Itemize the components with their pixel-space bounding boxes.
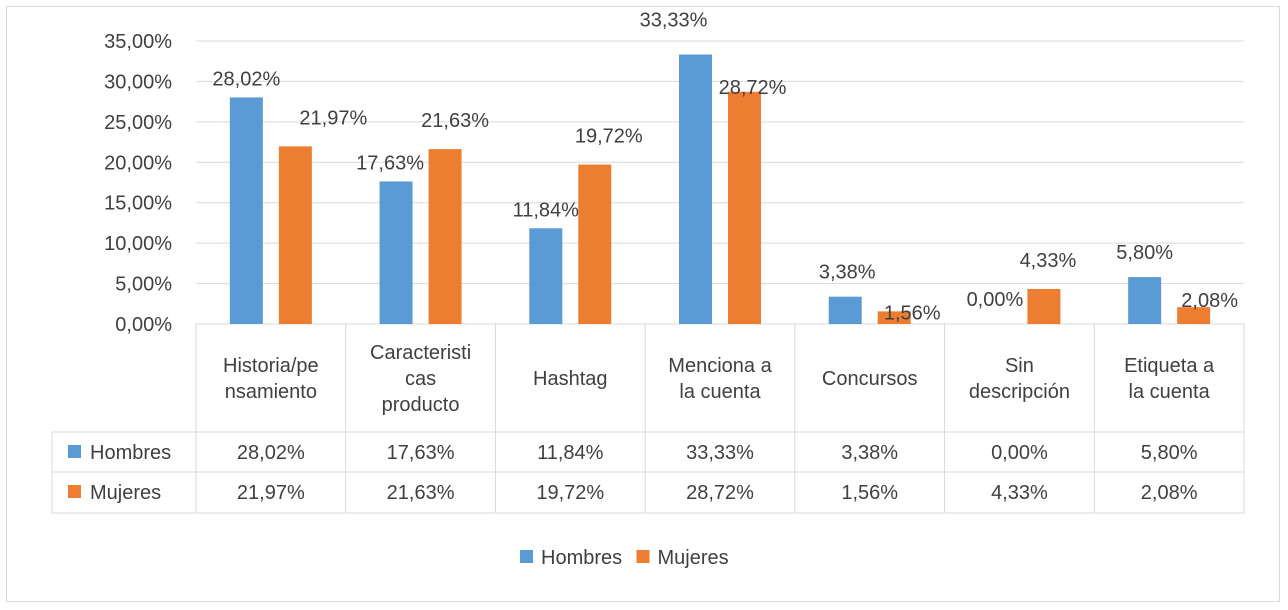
- category-label: nsamiento: [225, 381, 317, 403]
- category-label: Historia/pe: [223, 355, 319, 377]
- legend-key-hombres: [68, 445, 81, 458]
- category-label: Etiqueta a: [1124, 355, 1215, 377]
- table-cell: 4,33%: [991, 482, 1048, 504]
- table-cell: 21,63%: [387, 482, 455, 504]
- table-cell: 3,38%: [841, 442, 898, 464]
- bar-hombres: [379, 181, 413, 324]
- data-label: 4,33%: [1020, 250, 1077, 272]
- y-tick-label: 30,00%: [104, 71, 172, 93]
- y-tick-label: 15,00%: [104, 193, 172, 215]
- data-label: 0,00%: [967, 289, 1024, 311]
- data-label: 2,08%: [1181, 290, 1238, 312]
- category-label: la cuenta: [679, 381, 761, 403]
- data-label: 3,38%: [819, 262, 876, 284]
- bar-hombres: [679, 54, 712, 324]
- table-cell: 19,72%: [536, 482, 604, 504]
- category-label: la cuenta: [1129, 381, 1211, 403]
- bar-mujeres: [728, 91, 761, 324]
- category-label: descripción: [969, 381, 1070, 403]
- legend-key-mujeres: [68, 485, 81, 498]
- y-tick-label: 0,00%: [115, 314, 172, 336]
- y-tick-label: 5,00%: [115, 274, 172, 296]
- bar-mujeres: [278, 146, 312, 324]
- bar-hombres: [529, 228, 563, 324]
- bar-mujeres: [1027, 288, 1061, 324]
- table-cell: 0,00%: [991, 442, 1048, 464]
- table-cell: 1,56%: [841, 482, 898, 504]
- category-label: cas: [405, 368, 436, 390]
- y-tick-label: 35,00%: [104, 31, 172, 53]
- table-series-name: Mujeres: [90, 482, 161, 504]
- table-cell: 33,33%: [686, 442, 754, 464]
- bar-mujeres: [1177, 307, 1211, 324]
- data-label: 1,56%: [884, 302, 941, 324]
- bar-mujeres: [877, 311, 911, 324]
- table-cell: 17,63%: [387, 442, 455, 464]
- y-tick-label: 25,00%: [104, 112, 172, 134]
- table-cell: 28,02%: [237, 442, 305, 464]
- category-label: Hashtag: [533, 368, 608, 390]
- data-label: 28,02%: [212, 68, 280, 90]
- data-label: 28,72%: [719, 77, 787, 99]
- table-cell: 2,08%: [1141, 482, 1198, 504]
- data-label: 5,80%: [1116, 242, 1173, 264]
- category-label: Caracteristi: [370, 342, 471, 364]
- bar-hombres: [1128, 277, 1162, 324]
- legend-swatch-mujeres: [636, 550, 650, 563]
- table-cell: 21,97%: [237, 482, 305, 504]
- data-label: 11,84%: [513, 199, 580, 221]
- table-series-name: Hombres: [90, 442, 171, 464]
- category-label: producto: [382, 394, 460, 416]
- chart-frame: [6, 6, 1280, 602]
- bar-hombres: [229, 97, 263, 324]
- table-cell: 28,72%: [686, 482, 754, 504]
- category-label: Menciona a: [668, 355, 772, 377]
- category-label: Sin: [1005, 355, 1034, 377]
- bar-mujeres: [578, 164, 612, 324]
- data-label: 33,33%: [640, 10, 708, 32]
- bar-hombres: [828, 296, 862, 324]
- legend-swatch-hombres: [520, 550, 533, 563]
- data-label: 21,63%: [421, 110, 489, 132]
- legend-label: Hombres: [541, 547, 622, 569]
- y-tick-label: 20,00%: [104, 152, 172, 174]
- legend-label: Mujeres: [658, 547, 729, 569]
- data-label: 21,97%: [299, 107, 367, 129]
- data-label: 17,63%: [356, 152, 424, 174]
- data-label: 19,72%: [575, 126, 643, 148]
- table-cell: 5,80%: [1141, 442, 1198, 464]
- table-cell: 11,84%: [537, 442, 604, 464]
- category-label: Concursos: [822, 368, 918, 390]
- y-tick-label: 10,00%: [104, 233, 172, 255]
- bar-mujeres: [428, 149, 462, 324]
